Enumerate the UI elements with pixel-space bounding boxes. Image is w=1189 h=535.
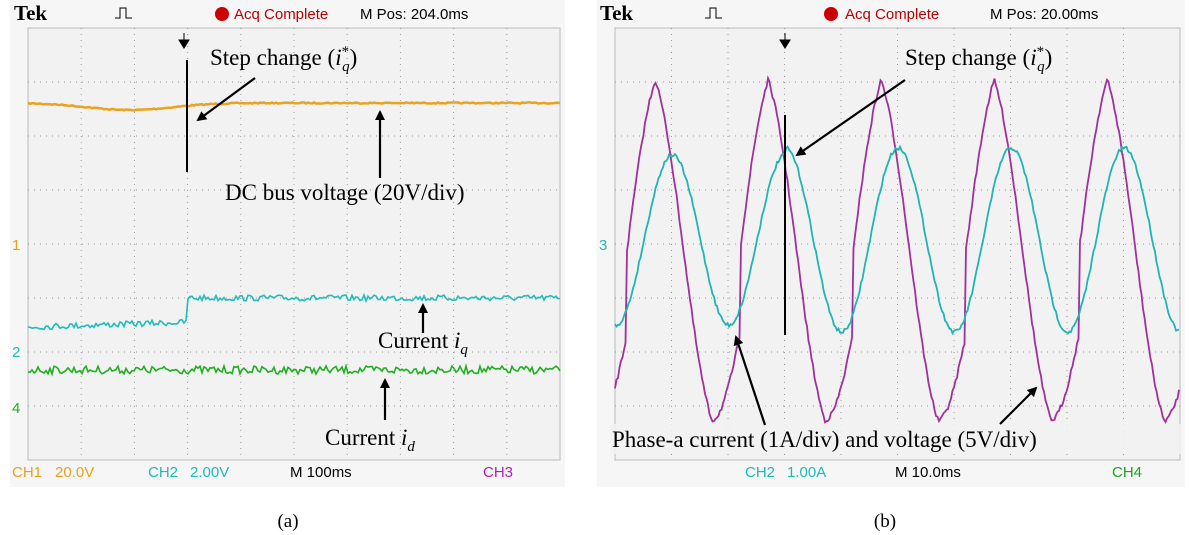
sub: q <box>460 342 468 358</box>
annotation: DC bus voltage (20V/div) <box>225 180 465 205</box>
channel-marker: 1 <box>12 237 20 254</box>
caption: (a) <box>277 511 298 532</box>
channel-marker: 2 <box>12 344 20 361</box>
footer-time: M 10.0ms <box>895 464 961 481</box>
footer-scale: 20.0V <box>55 464 94 481</box>
text: Step change ( <box>210 45 335 70</box>
position: M Pos: 20.00ms <box>990 6 1098 23</box>
channel-marker: 3 <box>599 237 607 254</box>
scope-a: Tek Acq Complete M Pos: 204.0ms 1 2 4 St… <box>10 0 565 487</box>
sup: * <box>1037 44 1045 60</box>
figure: Tek Acq Complete M Pos: 204.0ms 1 2 4 St… <box>0 0 1189 535</box>
brand: Tek <box>14 1 47 25</box>
close: ) <box>1045 45 1053 70</box>
footer-channel: CH2 <box>148 464 178 481</box>
footer-channel: CH4 <box>1112 464 1142 481</box>
channel-marker: 4 <box>12 400 20 417</box>
footer-channel: CH2 <box>745 464 775 481</box>
text: Step change ( <box>905 45 1030 70</box>
footer-scale: 2.00V <box>190 464 229 481</box>
run-dot <box>215 7 229 21</box>
footer-scale: 1.00A <box>787 464 826 481</box>
sup: * <box>342 44 350 60</box>
text: Current <box>378 328 454 353</box>
text: Current <box>325 425 401 450</box>
run-dot <box>824 7 838 21</box>
scope-b: Tek Acq Complete M Pos: 20.00ms 3 Step c… <box>597 0 1185 487</box>
sub: d <box>407 439 415 455</box>
close: ) <box>350 45 358 70</box>
caption: (b) <box>874 511 896 532</box>
footer-time: M 100ms <box>290 464 352 481</box>
brand: Tek <box>600 1 633 25</box>
position: M Pos: 204.0ms <box>360 6 468 23</box>
footer-channel: CH3 <box>483 464 513 481</box>
annotation: Phase-a current (1A/div) and voltage (5V… <box>612 427 1037 452</box>
status: Acq Complete <box>234 6 328 23</box>
footer-channel: CH1 <box>12 464 42 481</box>
status: Acq Complete <box>845 6 939 23</box>
